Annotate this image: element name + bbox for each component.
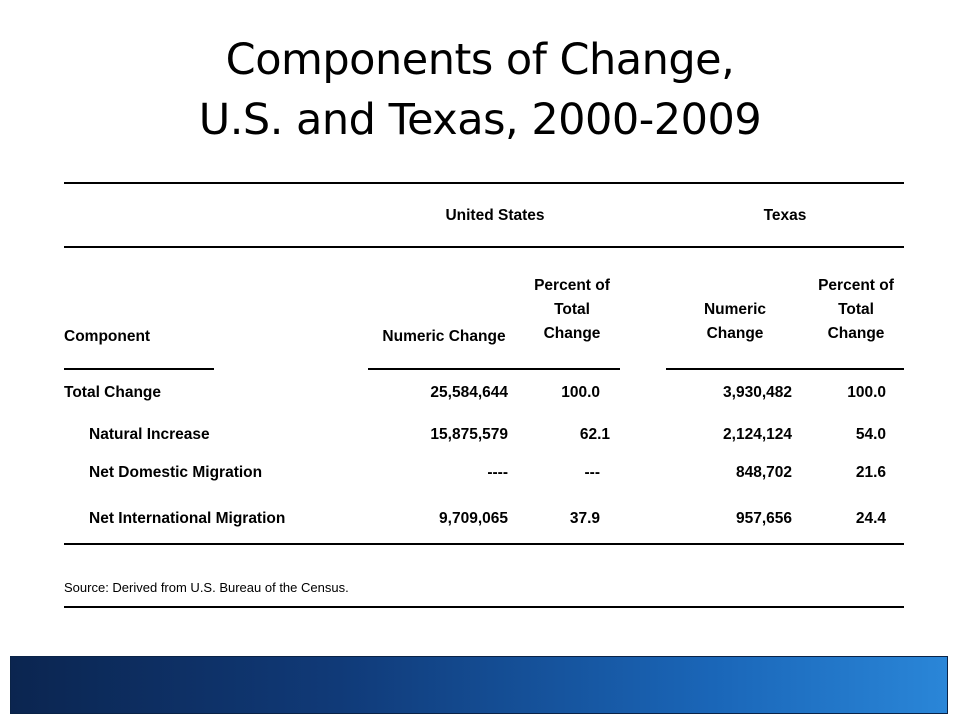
row-tx-numeric: 957,656 <box>735 510 792 527</box>
row-component: Total Change <box>64 384 162 401</box>
col-header-tx-numeric: Numeric Change <box>703 301 767 342</box>
col-header-tx-percent: Percent of Total Change <box>818 277 894 342</box>
group-header-rule <box>64 246 904 248</box>
row-component: Net International Migration <box>89 510 286 527</box>
slide-title: Components of Change, U.S. and Texas, 20… <box>0 30 960 150</box>
row-component: Natural Increase <box>89 426 210 443</box>
source-note: Source: Derived from U.S. Bureau of the … <box>64 580 349 595</box>
row-component: Net Domestic Migration <box>89 464 263 481</box>
row-tx-numeric: 848,702 <box>735 464 792 481</box>
row-us-numeric: 9,709,065 <box>439 510 508 527</box>
row-us-numeric: 25,584,644 <box>430 384 508 401</box>
row-us-percent: 62.1 <box>579 426 610 443</box>
row-us-percent: 100.0 <box>561 384 600 401</box>
col-header-component: Component <box>64 328 151 345</box>
row-us-numeric: ---- <box>487 464 508 481</box>
row-tx-numeric: 2,124,124 <box>723 426 792 443</box>
col-header-us-percent: Percent of Total Change <box>534 277 610 342</box>
row-us-percent: --- <box>584 464 601 481</box>
component-header-rule <box>64 368 214 370</box>
row-tx-percent: 21.6 <box>855 464 886 481</box>
group-header-united-states: United States <box>445 207 545 224</box>
row-tx-percent: 24.4 <box>855 510 886 527</box>
row-us-percent: 37.9 <box>569 510 600 527</box>
col-header-us-numeric: Numeric Change <box>382 328 506 345</box>
table-top-rule <box>64 182 904 184</box>
source-rule <box>64 606 904 608</box>
row-tx-percent: 54.0 <box>855 426 886 443</box>
row-tx-numeric: 3,930,482 <box>723 384 792 401</box>
group-header-texas: Texas <box>763 207 807 224</box>
row-tx-percent: 100.0 <box>847 384 886 401</box>
row-us-numeric: 15,875,579 <box>430 426 508 443</box>
title-line-1: Components of Change, <box>225 35 735 85</box>
us-header-rule <box>368 368 620 370</box>
title-line-2: U.S. and Texas, 2000-2009 <box>198 95 762 145</box>
table-bottom-rule <box>64 543 904 545</box>
footer-bar <box>10 656 948 714</box>
tx-header-rule <box>666 368 904 370</box>
